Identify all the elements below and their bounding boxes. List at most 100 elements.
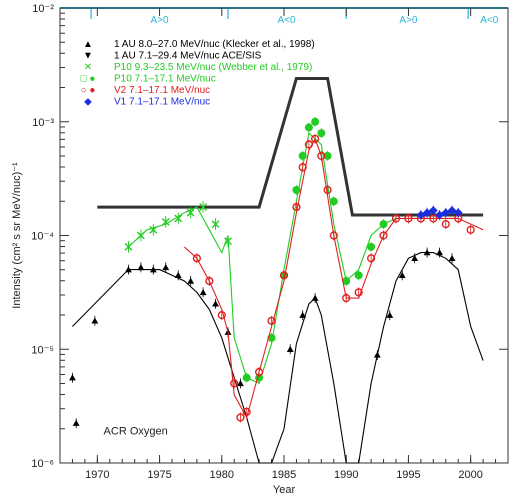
- data-point: [391, 214, 401, 223]
- series: [72, 252, 484, 464]
- data-point: [279, 271, 289, 280]
- data-point: [329, 197, 338, 206]
- series: [97, 77, 484, 217]
- data-point: [174, 271, 182, 279]
- data-point: [398, 271, 406, 279]
- legend-symbol: ✕: [84, 62, 92, 73]
- data-point: [187, 277, 195, 284]
- data-point: [441, 220, 450, 229]
- data-point: [299, 311, 307, 318]
- y-axis-label: Intensity (cm² s sr MeV/nuc)⁻¹: [11, 162, 23, 309]
- data-point: [354, 288, 363, 297]
- legend-symbol: ○ ●: [81, 85, 96, 96]
- data-point: [428, 206, 438, 215]
- legend-symbol: ▼: [83, 51, 93, 62]
- legend-symbol: □ ●: [81, 74, 96, 85]
- data-point: [149, 266, 157, 273]
- y-tick-label: 10⁻³: [32, 117, 54, 129]
- data-point: [242, 407, 251, 416]
- x-tick-label: 1980: [210, 469, 234, 481]
- data-point: [342, 277, 351, 285]
- tick-labels: 1970 1975 1980 1985 1990 1995 2000 10⁻⁶ 10⁻⁵ 10⁻⁴…: [31, 3, 483, 481]
- series: [184, 137, 484, 419]
- data-point: [311, 117, 320, 126]
- data-point: [162, 263, 170, 271]
- data-point: [448, 254, 456, 261]
- x-tick-label: 1975: [147, 469, 171, 481]
- legend-label: V1 7.1–17.1 MeV/nuc: [114, 97, 210, 108]
- series-line: [184, 137, 484, 419]
- data-point: [317, 129, 326, 138]
- data-point: [323, 185, 332, 195]
- series: [124, 201, 232, 253]
- data-point: [205, 276, 214, 286]
- polarity-label: A<0: [277, 15, 296, 26]
- data-point: [453, 208, 463, 218]
- legend-label: 1 AU 7.1–29.4 MeV/nuc ACE/SIS: [114, 51, 262, 62]
- data-point: [217, 311, 226, 320]
- y-tick-label: 10⁻⁵: [31, 344, 54, 356]
- x-tick-label: 1985: [272, 469, 296, 481]
- x-axis-label: Year: [273, 484, 296, 496]
- data-point: [441, 208, 451, 218]
- data-point: [255, 367, 264, 377]
- data-point: [367, 254, 376, 263]
- x-tick-label: 2000: [458, 469, 482, 481]
- series-line: [128, 132, 397, 385]
- series: [128, 132, 397, 385]
- data-point: [298, 163, 307, 172]
- data-point: [242, 373, 251, 382]
- data-point: [125, 266, 132, 273]
- legend-symbol: ◆: [84, 97, 92, 108]
- data-point: [212, 300, 219, 307]
- legend-label: 1 AU 8.0–27.0 MeV/nuc (Klecker et al., 1…: [114, 39, 315, 50]
- data-point: [342, 293, 351, 303]
- x-tick-label: 1970: [85, 469, 109, 481]
- data-point: [304, 123, 313, 132]
- data-point: [354, 271, 363, 280]
- data-point: [379, 231, 388, 240]
- series: [416, 205, 463, 221]
- data-point: [286, 345, 294, 352]
- data-point: [323, 151, 332, 160]
- y-tick-label: 10⁻⁶: [31, 458, 54, 470]
- panel-annotation: ACR Oxygen: [104, 426, 168, 438]
- series: [192, 133, 475, 423]
- data-point: [311, 134, 320, 143]
- data-point: [311, 294, 319, 301]
- data-point: [292, 202, 301, 212]
- polarity-label: A<0: [480, 15, 499, 26]
- data-point: [298, 151, 307, 160]
- legend-symbol: ▲: [83, 39, 93, 50]
- polarity-label: A>0: [399, 15, 418, 26]
- series-line: [97, 77, 484, 217]
- data-point: [373, 351, 381, 358]
- data-point: [367, 242, 376, 251]
- y-tick-label: 10⁻⁴: [31, 231, 54, 243]
- legend-label: P10 7.1–17.1 MeV/nuc: [114, 74, 216, 85]
- data-point: [292, 186, 301, 194]
- data-point: [230, 379, 239, 388]
- data-point: [72, 419, 80, 426]
- data-point: [199, 288, 207, 296]
- data-point: [423, 249, 431, 256]
- y-tick-label: 10⁻²: [32, 3, 54, 15]
- data-point: [411, 254, 419, 261]
- data-point: [137, 263, 145, 271]
- data-point: [466, 225, 475, 234]
- data-point: [386, 311, 394, 318]
- legend: ▲ 1 AU 8.0–27.0 MeV/nuc (Klecker et al., …: [81, 39, 315, 108]
- data-point: [236, 413, 245, 422]
- polarity-label: A>0: [151, 15, 170, 26]
- data-point: [404, 214, 413, 223]
- data-point: [317, 151, 326, 160]
- data-point: [69, 374, 76, 381]
- data-series: [69, 77, 484, 464]
- data-point: [436, 249, 443, 256]
- data-point: [237, 379, 244, 387]
- data-point: [192, 254, 201, 263]
- data-point: [447, 206, 457, 215]
- data-point: [329, 231, 338, 240]
- data-point: [91, 317, 99, 324]
